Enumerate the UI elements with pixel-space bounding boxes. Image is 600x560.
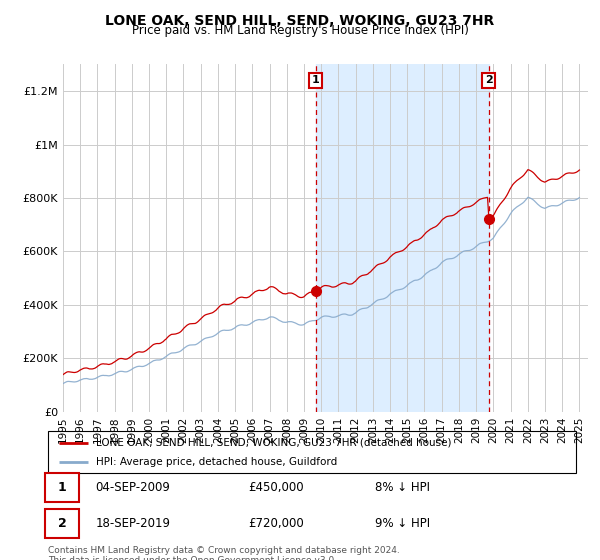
Text: Price paid vs. HM Land Registry's House Price Index (HPI): Price paid vs. HM Land Registry's House … [131,24,469,37]
Text: HPI: Average price, detached house, Guildford: HPI: Average price, detached house, Guil… [95,457,337,467]
Text: 2: 2 [58,517,67,530]
Text: LONE OAK, SEND HILL, SEND, WOKING, GU23 7HR: LONE OAK, SEND HILL, SEND, WOKING, GU23 … [106,14,494,28]
FancyBboxPatch shape [46,473,79,502]
Text: 1: 1 [58,481,67,494]
Text: £720,000: £720,000 [248,517,304,530]
Text: 9% ↓ HPI: 9% ↓ HPI [376,517,430,530]
Text: 04-SEP-2009: 04-SEP-2009 [95,481,170,494]
Text: 8% ↓ HPI: 8% ↓ HPI [376,481,430,494]
Text: LONE OAK, SEND HILL, SEND, WOKING, GU23 7HR (detached house): LONE OAK, SEND HILL, SEND, WOKING, GU23 … [95,437,451,447]
Text: 1: 1 [311,76,319,86]
FancyBboxPatch shape [46,509,79,538]
Text: Contains HM Land Registry data © Crown copyright and database right 2024.
This d: Contains HM Land Registry data © Crown c… [48,546,400,560]
Text: 2: 2 [485,76,493,86]
Text: 18-SEP-2019: 18-SEP-2019 [95,517,170,530]
Bar [316,64,488,412]
Text: £450,000: £450,000 [248,481,304,494]
